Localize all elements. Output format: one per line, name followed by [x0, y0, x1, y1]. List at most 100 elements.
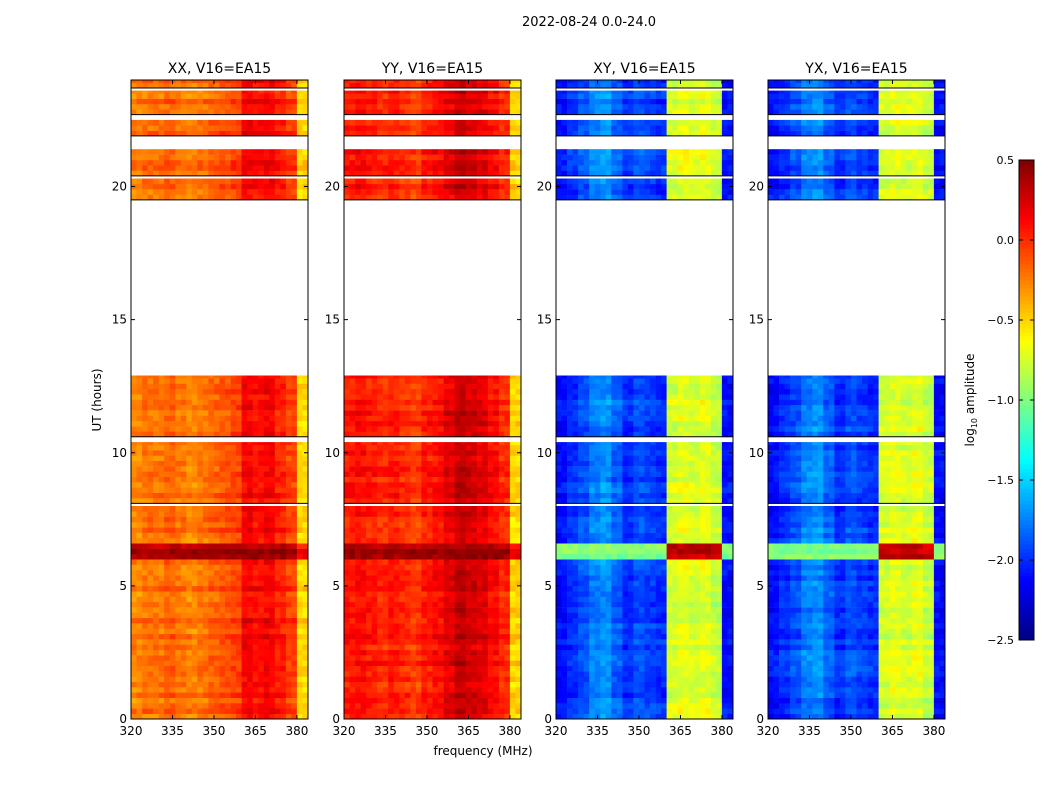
heatmap-cell	[460, 586, 466, 592]
heatmap-cell	[471, 586, 477, 592]
heatmap-cell	[258, 708, 264, 714]
heatmap-cell	[504, 660, 510, 666]
heatmap-cell	[471, 570, 477, 576]
heatmap-cell	[203, 692, 209, 698]
heatmap-cell	[499, 184, 505, 190]
heatmap-cell	[253, 149, 259, 155]
heatmap-cell	[499, 455, 505, 461]
heatmap-cell	[231, 554, 237, 560]
heatmap-cell	[220, 400, 226, 406]
heatmap-cell	[499, 471, 505, 477]
heatmap-cell	[466, 432, 472, 438]
heatmap-cell	[170, 591, 176, 597]
heatmap-cell	[131, 482, 137, 488]
heatmap-cell	[350, 461, 356, 467]
heatmap-cell	[405, 682, 411, 688]
heatmap-cell	[280, 538, 286, 544]
heatmap-cell	[258, 522, 264, 528]
heatmap-cell	[416, 527, 422, 533]
heatmap-cell	[377, 629, 383, 635]
heatmap-cell	[394, 389, 400, 395]
heatmap-cell	[291, 575, 297, 581]
heatmap-cell	[466, 549, 472, 555]
heatmap-cell	[493, 487, 499, 493]
heatmap-cell	[449, 389, 455, 395]
heatmap-cell	[466, 477, 472, 483]
heatmap-cell	[482, 189, 488, 195]
heatmap-cell	[242, 543, 248, 549]
heatmap-cell	[269, 421, 275, 427]
heatmap-cell	[383, 522, 389, 528]
heatmap-cell	[488, 493, 494, 499]
heatmap-cell	[181, 149, 187, 155]
heatmap-cell	[214, 432, 220, 438]
heatmap-cell	[275, 692, 281, 698]
heatmap-cell	[153, 692, 159, 698]
heatmap-cell	[394, 623, 400, 629]
heatmap-cell	[433, 394, 439, 400]
heatmap-cell	[291, 171, 297, 177]
heatmap-cell	[460, 389, 466, 395]
heatmap-cell	[258, 538, 264, 544]
heatmap-cell	[466, 629, 472, 635]
heatmap-cell	[405, 692, 411, 698]
heatmap-cell	[488, 179, 494, 185]
heatmap-cell	[410, 591, 416, 597]
heatmap-cell	[493, 405, 499, 411]
heatmap-cell	[208, 655, 214, 661]
heatmap-cell	[170, 692, 176, 698]
heatmap-cell	[269, 149, 275, 155]
heatmap-cell	[394, 698, 400, 704]
heatmap-cell	[286, 445, 292, 451]
heatmap-cell	[275, 570, 281, 576]
heatmap-cell	[175, 517, 181, 523]
heatmap-cell	[236, 165, 242, 171]
heatmap-cell	[394, 493, 400, 499]
heatmap-cell	[488, 655, 494, 661]
heatmap-cell	[186, 104, 192, 110]
heatmap-cell	[275, 618, 281, 624]
heatmap-cell	[399, 179, 405, 185]
heatmap-cell	[377, 708, 383, 714]
heatmap-cell	[350, 698, 356, 704]
heatmap-cell	[377, 498, 383, 504]
heatmap-cell	[416, 634, 422, 640]
heatmap-cell	[231, 109, 237, 115]
heatmap-cell	[455, 527, 461, 533]
heatmap-cell	[350, 682, 356, 688]
heatmap-cell	[499, 461, 505, 467]
heatmap-cell	[236, 597, 242, 603]
heatmap-cell	[488, 445, 494, 451]
heatmap-cell	[488, 650, 494, 656]
heatmap-cell	[291, 498, 297, 504]
heatmap-cell	[153, 660, 159, 666]
heatmap-cell	[297, 384, 303, 390]
heatmap-cell	[355, 389, 361, 395]
heatmap-cell	[153, 450, 159, 456]
heatmap-cell	[153, 155, 159, 161]
heatmap-cell	[275, 179, 281, 185]
heatmap-cell	[280, 660, 286, 666]
heatmap-cell	[225, 586, 231, 592]
heatmap-cell	[153, 482, 159, 488]
heatmap-cell	[175, 450, 181, 456]
heatmap-cell	[449, 671, 455, 677]
heatmap-cell	[297, 575, 303, 581]
heatmap-cell	[242, 410, 248, 416]
heatmap-cell	[148, 666, 154, 672]
heatmap-cell	[355, 378, 361, 384]
heatmap-cell	[131, 575, 137, 581]
heatmap-cell	[192, 394, 198, 400]
heatmap-cell	[203, 607, 209, 613]
heatmap-cell	[493, 570, 499, 576]
heatmap-cell	[203, 466, 209, 472]
heatmap-cell	[275, 660, 281, 666]
heatmap-cell	[164, 692, 170, 698]
heatmap-cell	[471, 623, 477, 629]
heatmap-cell	[236, 714, 242, 720]
heatmap-cell	[471, 195, 477, 201]
heatmap-cell	[297, 466, 303, 472]
heatmap-cell	[208, 682, 214, 688]
heatmap-cell	[493, 179, 499, 185]
heatmap-cell	[344, 708, 350, 714]
